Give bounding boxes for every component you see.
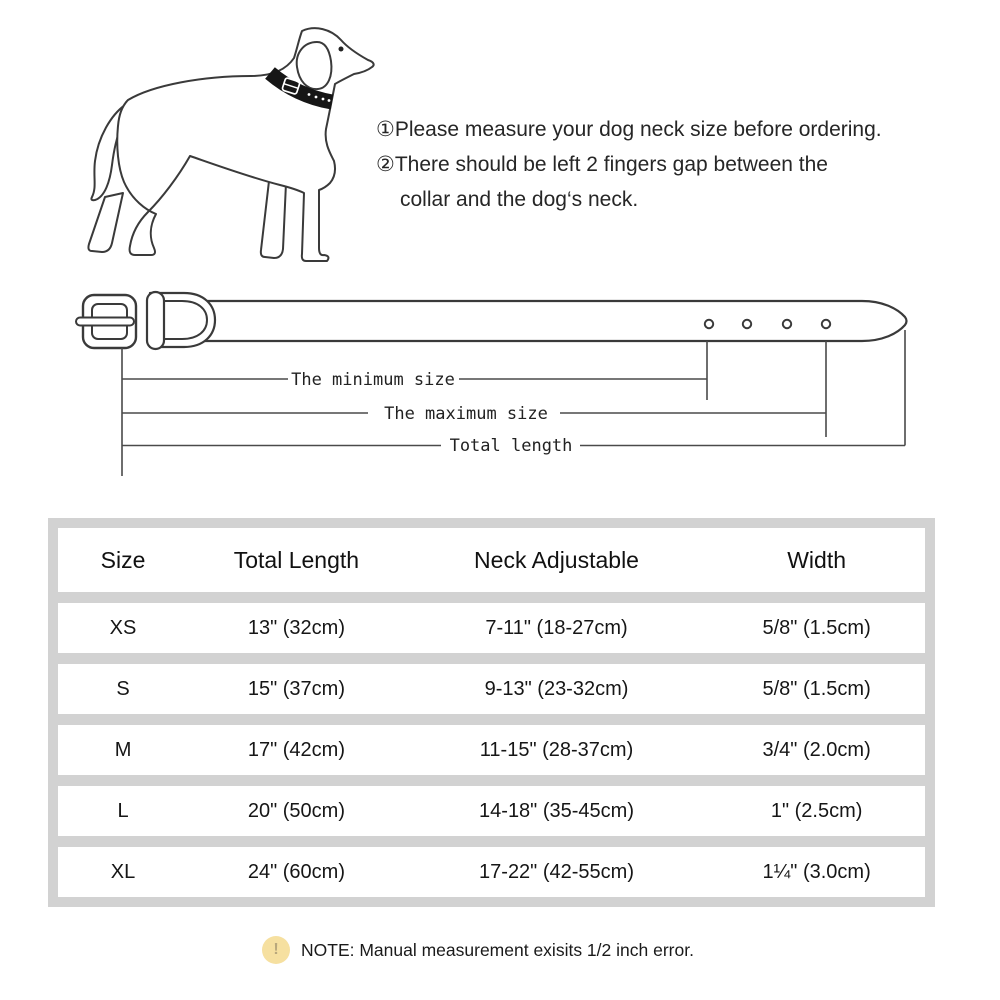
dog-body — [116, 27, 375, 262]
exclamation-mark: ! — [273, 941, 279, 958]
instruction-2: ②There should be left 2 fingers gap betw… — [376, 147, 976, 217]
cell-size: L — [117, 799, 129, 822]
instruction-1-number: ① — [376, 118, 395, 141]
exclamation-icon: ! — [262, 936, 290, 964]
cell-width: 5/8" (1.5cm) — [762, 616, 871, 639]
header-size: Size — [100, 546, 146, 573]
collar-strap — [148, 299, 908, 343]
dog-far-front-leg — [259, 180, 287, 259]
cell-total-length: 13" (32cm) — [247, 616, 345, 639]
dog-illustration — [73, 15, 385, 267]
instruction-1: ①Please measure your dog neck size befor… — [376, 112, 976, 147]
dog-tail — [90, 104, 132, 202]
collar-diagram-svg: The minimum size The maximum size Total … — [75, 290, 908, 476]
cell-width: 1" (2.5cm) — [770, 799, 863, 822]
collar-dring-outer — [148, 291, 217, 349]
table-row-xs: XS 13" (32cm) 7-11" (18-27cm) 5/8" (1.5c… — [58, 603, 925, 653]
cell-neck-adjustable: 11-15" (28-37cm) — [479, 738, 634, 761]
dog-ear — [295, 41, 333, 91]
collar-diagram: The minimum size The maximum size Total … — [0, 280, 1000, 485]
header-neck-adjustable: Neck Adjustable — [474, 546, 639, 573]
cell-neck-adjustable: 14-18" (35-45cm) — [479, 799, 634, 822]
instruction-2-number: ② — [376, 153, 395, 176]
buckle-pin — [75, 316, 135, 327]
cell-width: 3/4" (2.0cm) — [762, 738, 871, 761]
table-row-l: L 20" (50cm) 14-18" (35-45cm) 1" (2.5cm) — [58, 786, 925, 836]
cell-total-length: 17" (42cm) — [247, 738, 345, 761]
note-text: NOTE: Manual measurement exisits 1/2 inc… — [301, 939, 694, 960]
cell-size: M — [114, 738, 132, 761]
cell-neck-adjustable: 17-22" (42-55cm) — [479, 860, 634, 883]
note: ! NOTE: Manual measurement exisits 1/2 i… — [262, 936, 694, 964]
table-row-xl: XL 24" (60cm) 17-22" (42-55cm) 1¼" (3.0c… — [58, 847, 925, 897]
instructions: ①Please measure your dog neck size befor… — [376, 112, 976, 217]
min-size-label: The minimum size — [291, 370, 455, 390]
cell-size: XL — [110, 860, 136, 883]
table-row-s: S 15" (37cm) 9-13" (23-32cm) 5/8" (1.5cm… — [58, 664, 925, 714]
header-total-length: Total Length — [233, 546, 360, 573]
header-width: Width — [787, 546, 846, 573]
max-size-label: The maximum size — [384, 404, 548, 424]
dog-far-hind-leg — [87, 192, 124, 253]
instruction-1-text: Please measure your dog neck size before… — [394, 118, 882, 141]
collar-dring-inner — [156, 300, 209, 340]
cell-total-length: 24" (60cm) — [247, 860, 345, 883]
dog-collar-buckle — [281, 77, 301, 95]
size-table-header: Size Total Length Neck Adjustable Width — [58, 528, 925, 592]
size-table: Size Total Length Neck Adjustable Width … — [48, 518, 935, 907]
dog-drawing-svg — [87, 27, 375, 262]
dog-collar — [265, 67, 334, 110]
cell-total-length: 20" (50cm) — [247, 799, 345, 822]
cell-size: S — [116, 677, 130, 700]
table-row-m: M 17" (42cm) 11-15" (28-37cm) 3/4" (2.0c… — [58, 725, 925, 775]
instruction-2-text: There should be left 2 fingers gap betwe… — [394, 153, 828, 211]
total-length-label: Total length — [450, 436, 573, 456]
collar-keeper — [145, 290, 166, 351]
measure-lines — [121, 330, 906, 476]
dog-collar-holes — [307, 93, 331, 102]
cell-width: 1¼" (3.0cm) — [762, 860, 871, 883]
cell-neck-adjustable: 7-11" (18-27cm) — [485, 616, 628, 639]
cell-total-length: 15" (37cm) — [247, 677, 345, 700]
cell-size: XS — [109, 616, 137, 639]
cell-neck-adjustable: 9-13" (23-32cm) — [484, 677, 629, 700]
dog-eye — [338, 46, 344, 52]
cell-width: 5/8" (1.5cm) — [762, 677, 871, 700]
strap-holes — [703, 318, 832, 330]
